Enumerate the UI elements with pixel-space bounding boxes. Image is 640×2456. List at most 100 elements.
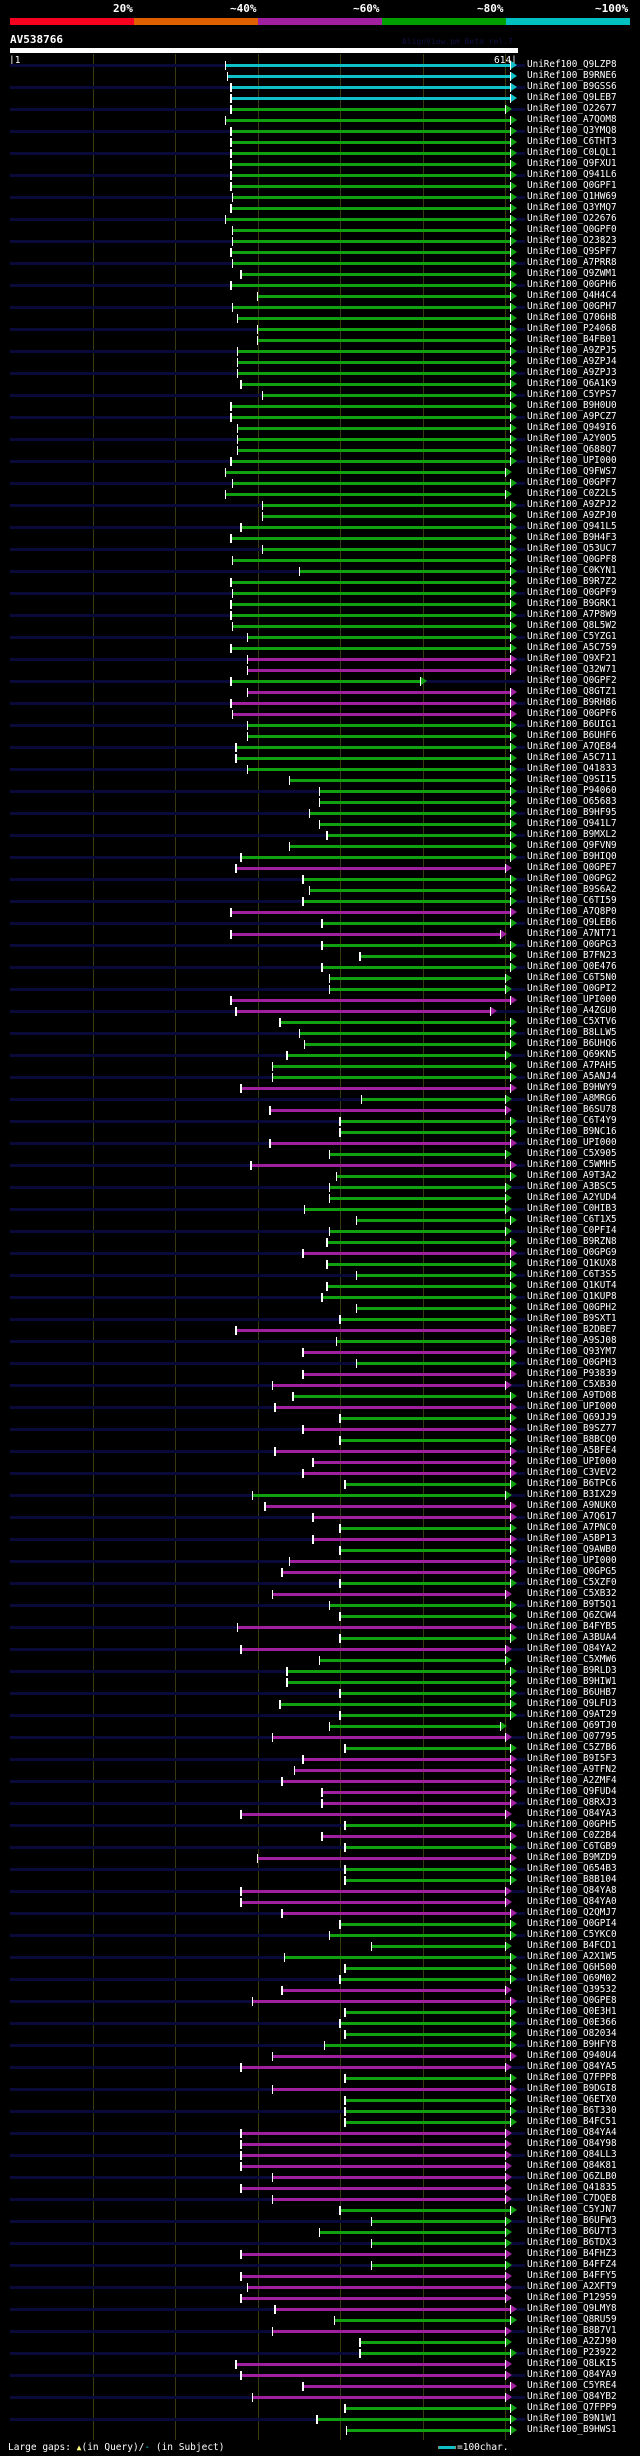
hit-bar[interactable] bbox=[247, 768, 510, 771]
hit-name-link[interactable]: UniRef100_B6UIG1 bbox=[527, 719, 617, 730]
hit-name-link[interactable]: UniRef100_Q0GPF7 bbox=[527, 477, 617, 488]
hit-name-link[interactable]: UniRef100_Q949I6 bbox=[527, 422, 617, 433]
hit-bar[interactable] bbox=[237, 317, 510, 320]
hit-bar[interactable] bbox=[280, 1703, 510, 1706]
hit-bar[interactable] bbox=[345, 1879, 510, 1882]
hit-bar[interactable] bbox=[284, 1956, 510, 1959]
hit-bar[interactable] bbox=[303, 1472, 510, 1475]
hit-name-link[interactable]: UniRef100_A7PAH5 bbox=[527, 1060, 617, 1071]
hit-bar[interactable] bbox=[303, 1252, 510, 1255]
hit-bar[interactable] bbox=[272, 1065, 510, 1068]
hit-name-link[interactable]: UniRef100_C5YJN7 bbox=[527, 2204, 617, 2215]
hit-bar[interactable] bbox=[329, 988, 505, 991]
hit-name-link[interactable]: UniRef100_C5Z7B6 bbox=[527, 1742, 617, 1753]
hit-name-link[interactable]: UniRef100_A9ZPJ5 bbox=[527, 345, 617, 356]
hit-name-link[interactable]: UniRef100_B9NC16 bbox=[527, 1126, 617, 1137]
hit-bar[interactable] bbox=[356, 1274, 510, 1277]
hit-bar[interactable] bbox=[345, 1967, 510, 1970]
hit-bar[interactable] bbox=[340, 1923, 510, 1926]
hit-name-link[interactable]: UniRef100_B4FC51 bbox=[527, 2116, 617, 2127]
hit-bar[interactable] bbox=[241, 2154, 505, 2157]
hit-bar[interactable] bbox=[371, 2264, 505, 2267]
hit-name-link[interactable]: UniRef100_A7PRR8 bbox=[527, 257, 617, 268]
hit-bar[interactable] bbox=[241, 1901, 505, 1904]
hit-name-link[interactable]: UniRef100_B8B7V1 bbox=[527, 2325, 617, 2336]
hit-name-link[interactable]: UniRef100_Q9LEB6 bbox=[527, 917, 617, 928]
hit-name-link[interactable]: UniRef100_B4FHZ3 bbox=[527, 2248, 617, 2259]
hit-bar[interactable] bbox=[340, 1714, 510, 1717]
hit-name-link[interactable]: UniRef100_B6SU78 bbox=[527, 1104, 617, 1115]
hit-name-link[interactable]: UniRef100_A9PCZ7 bbox=[527, 411, 617, 422]
hit-bar[interactable] bbox=[282, 1571, 510, 1574]
hit-name-link[interactable]: UniRef100_B9HF95 bbox=[527, 807, 617, 818]
hit-bar[interactable] bbox=[340, 1527, 510, 1530]
hit-name-link[interactable]: UniRef100_C6THT3 bbox=[527, 136, 617, 147]
hit-name-link[interactable]: UniRef100_Q6A1K9 bbox=[527, 378, 617, 389]
hit-name-link[interactable]: UniRef100_Q9AWB0 bbox=[527, 1544, 617, 1555]
hit-bar[interactable] bbox=[231, 130, 510, 133]
hit-bar[interactable] bbox=[304, 1208, 505, 1211]
hit-name-link[interactable]: UniRef100_B8BCQ0 bbox=[527, 1434, 617, 1445]
hit-bar[interactable] bbox=[329, 977, 505, 980]
hit-name-link[interactable]: UniRef100_Q3YMQ8 bbox=[527, 125, 617, 136]
hit-name-link[interactable]: UniRef100_Q84YA3 bbox=[527, 1808, 617, 1819]
hit-name-link[interactable]: UniRef100_A7Q617 bbox=[527, 1511, 617, 1522]
hit-name-link[interactable]: UniRef100_P12959 bbox=[527, 2292, 617, 2303]
hit-bar[interactable] bbox=[275, 1450, 510, 1453]
hit-name-link[interactable]: UniRef100_A2ZMF4 bbox=[527, 1775, 617, 1786]
hit-bar[interactable] bbox=[319, 790, 510, 793]
hit-name-link[interactable]: UniRef100_C6TI59 bbox=[527, 895, 617, 906]
hit-bar[interactable] bbox=[345, 1846, 510, 1849]
hit-bar[interactable] bbox=[231, 163, 510, 166]
hit-name-link[interactable]: UniRef100_C6TGB9 bbox=[527, 1841, 617, 1852]
hit-bar[interactable] bbox=[322, 1296, 510, 1299]
hit-bar[interactable] bbox=[236, 757, 510, 760]
hit-bar[interactable] bbox=[272, 2198, 505, 2201]
hit-bar[interactable] bbox=[231, 174, 510, 177]
hit-name-link[interactable]: UniRef100_A9ZPJ2 bbox=[527, 499, 617, 510]
hit-bar[interactable] bbox=[272, 1593, 505, 1596]
hit-bar[interactable] bbox=[231, 251, 510, 254]
hit-bar[interactable] bbox=[360, 2352, 510, 2355]
hit-name-link[interactable]: UniRef100_C5XMW6 bbox=[527, 1654, 617, 1665]
hit-bar[interactable] bbox=[356, 1362, 510, 1365]
hit-name-link[interactable]: UniRef100_Q6ZLB0 bbox=[527, 2171, 617, 2182]
hit-name-link[interactable]: UniRef100_A9ZPJ4 bbox=[527, 356, 617, 367]
hit-name-link[interactable]: UniRef100_Q9FXU1 bbox=[527, 158, 617, 169]
hit-bar[interactable] bbox=[327, 1241, 510, 1244]
hit-bar[interactable] bbox=[241, 526, 510, 529]
hit-bar[interactable] bbox=[232, 306, 510, 309]
hit-name-link[interactable]: UniRef100_A5C711 bbox=[527, 752, 617, 763]
hit-name-link[interactable]: UniRef100_B9H4F3 bbox=[527, 532, 617, 543]
hit-bar[interactable] bbox=[345, 2099, 510, 2102]
hit-name-link[interactable]: UniRef100_Q84YA5 bbox=[527, 2061, 617, 2072]
hit-bar[interactable] bbox=[252, 2000, 510, 2003]
hit-name-link[interactable]: UniRef100_Q9FUD4 bbox=[527, 1786, 617, 1797]
hit-bar[interactable] bbox=[241, 1087, 510, 1090]
hit-bar[interactable] bbox=[340, 1978, 510, 1981]
hit-name-link[interactable]: UniRef100_Q8L5W2 bbox=[527, 620, 617, 631]
hit-bar[interactable] bbox=[237, 438, 510, 441]
hit-bar[interactable] bbox=[237, 361, 510, 364]
hit-bar[interactable] bbox=[257, 295, 510, 298]
hit-name-link[interactable]: UniRef100_Q0GPH3 bbox=[527, 1357, 617, 1368]
hit-bar[interactable] bbox=[371, 2242, 505, 2245]
hit-name-link[interactable]: UniRef100_B6TDX3 bbox=[527, 2237, 617, 2248]
hit-bar[interactable] bbox=[327, 834, 510, 837]
hit-bar[interactable] bbox=[282, 1780, 510, 1783]
hit-name-link[interactable]: UniRef100_Q0GPI2 bbox=[527, 983, 617, 994]
hit-bar[interactable] bbox=[313, 1461, 510, 1464]
hit-bar[interactable] bbox=[236, 746, 510, 749]
hit-name-link[interactable]: UniRef100_Q0GPF6 bbox=[527, 708, 617, 719]
hit-bar[interactable] bbox=[329, 1153, 505, 1156]
hit-bar[interactable] bbox=[360, 2341, 505, 2344]
hit-name-link[interactable]: UniRef100_Q0GPI4 bbox=[527, 1918, 617, 1929]
hit-name-link[interactable]: UniRef100_C5YZG1 bbox=[527, 631, 617, 642]
hit-name-link[interactable]: UniRef100_Q9LFU3 bbox=[527, 1698, 617, 1709]
hit-bar[interactable] bbox=[231, 999, 510, 1002]
hit-name-link[interactable]: UniRef100_B4FB01 bbox=[527, 334, 617, 345]
hit-name-link[interactable]: UniRef100_B9R7Z2 bbox=[527, 576, 617, 587]
hit-bar[interactable] bbox=[304, 1043, 510, 1046]
hit-bar[interactable] bbox=[303, 2385, 510, 2388]
hit-name-link[interactable]: UniRef100_C0LQL1 bbox=[527, 147, 617, 158]
